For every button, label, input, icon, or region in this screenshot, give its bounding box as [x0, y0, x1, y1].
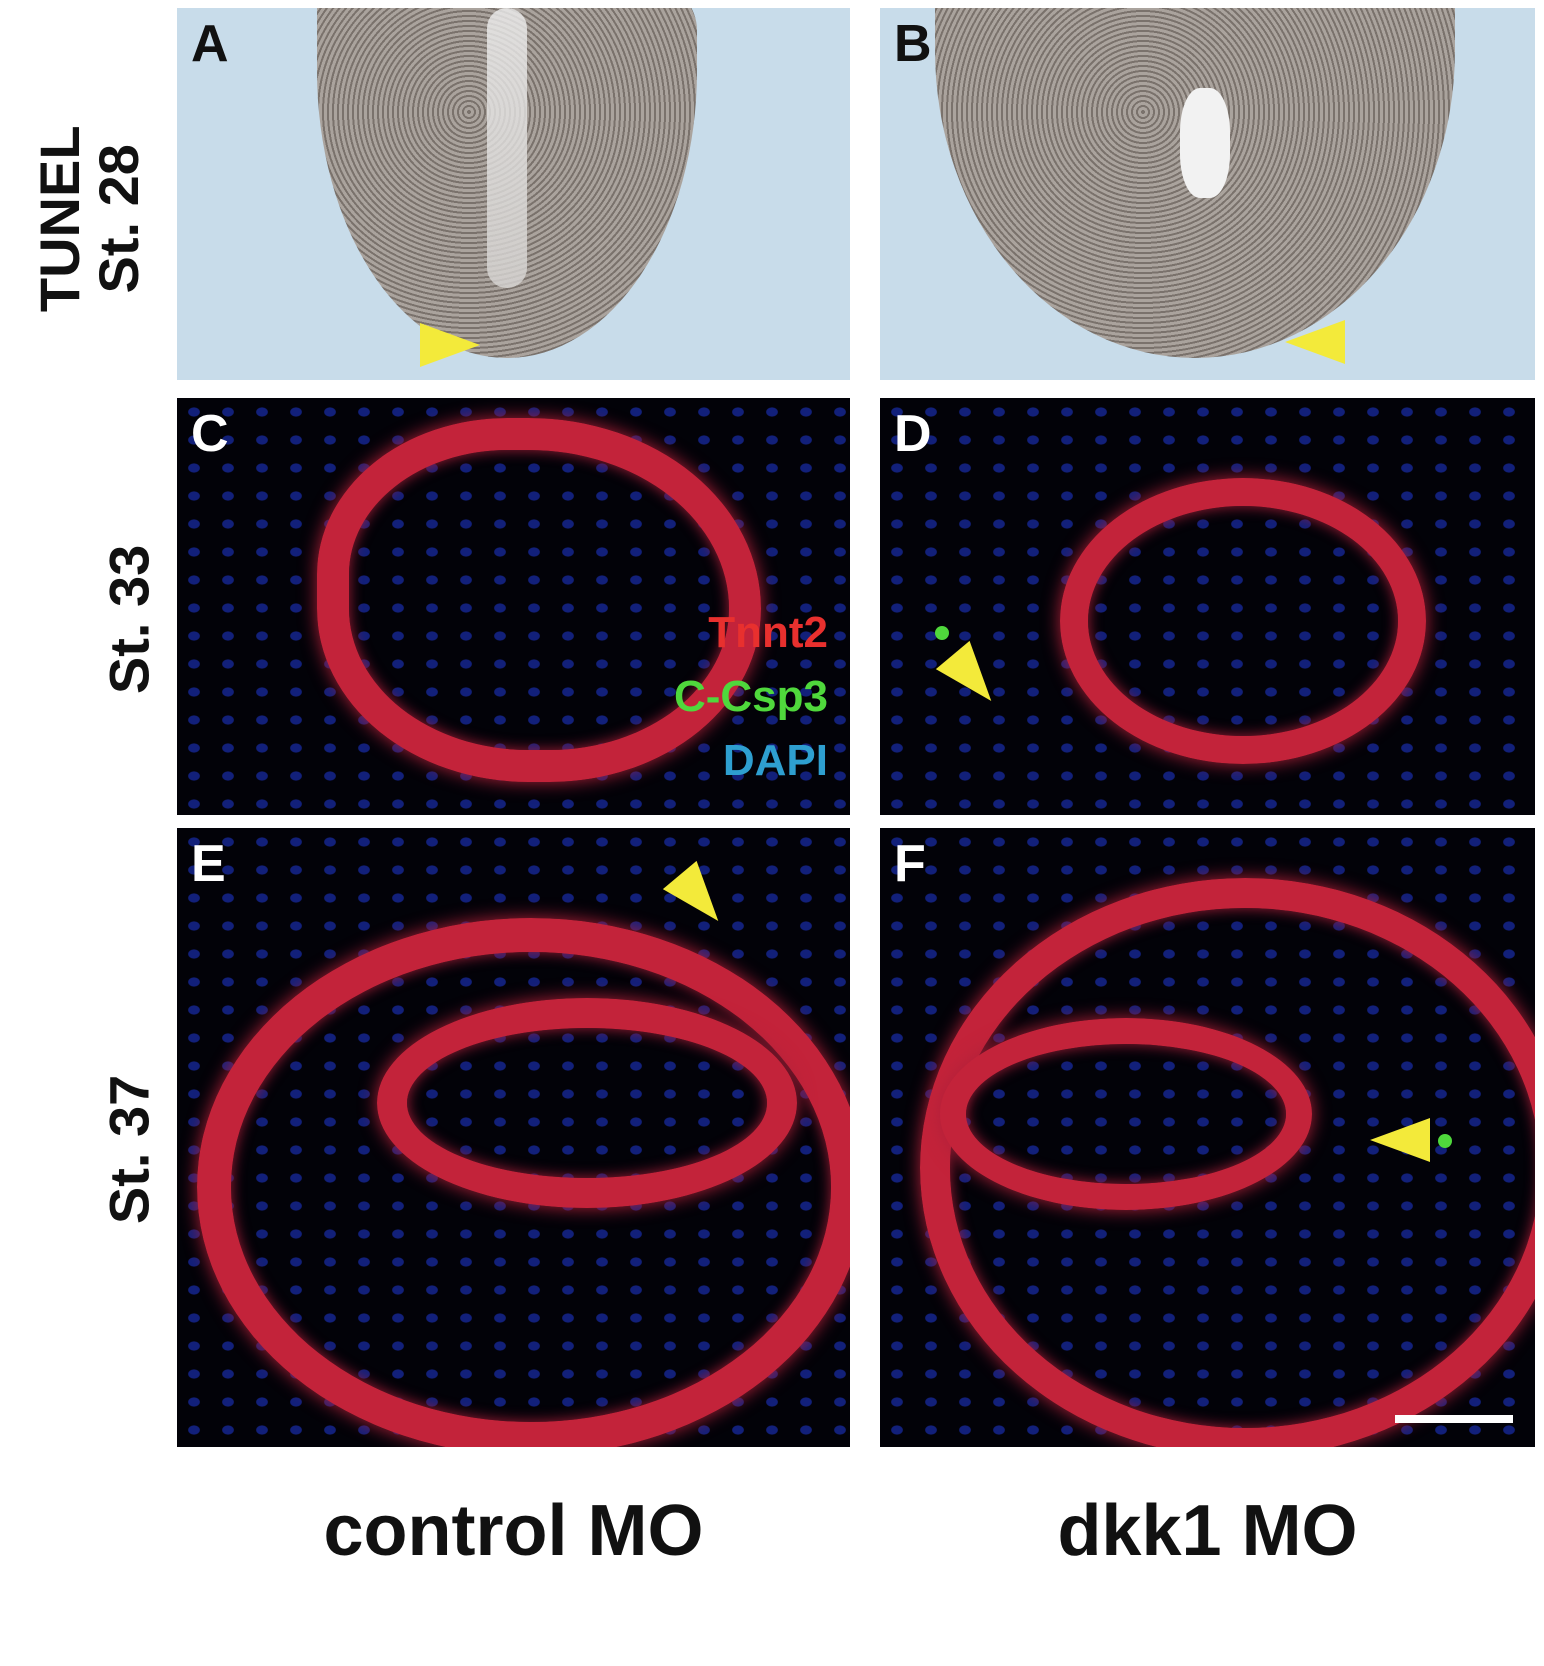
row-label-st37: St. 37	[97, 1074, 161, 1225]
panel-label: D	[894, 405, 932, 463]
row-label-line: TUNEL	[28, 125, 92, 313]
tnnt2-inner-tissue	[940, 1018, 1312, 1210]
legend-dapi: DAPI	[722, 736, 828, 785]
row-label-tunel-st28: TUNEL St. 28	[28, 109, 150, 329]
lumen	[1180, 88, 1230, 198]
panel-c: Tnnt2 C-Csp3 DAPI C	[177, 398, 850, 815]
panel-f: F	[880, 828, 1535, 1447]
apoptotic-cell	[1438, 1134, 1452, 1148]
row-label-st33: St. 33	[97, 544, 161, 695]
panel-d: D	[880, 398, 1535, 815]
lumen	[487, 8, 527, 288]
legend-c-csp3: C-Csp3	[673, 672, 828, 721]
legend: Tnnt2 C-Csp3 DAPI	[674, 608, 828, 786]
panel-label: F	[894, 835, 926, 893]
column-label-control-mo: control MO	[323, 1491, 704, 1571]
apoptotic-cell	[935, 626, 949, 640]
panel-label: E	[191, 835, 226, 893]
tnnt2-inner-tissue	[377, 998, 797, 1208]
arrowhead-icon	[420, 323, 480, 367]
panel-a: A	[177, 8, 850, 380]
panel-label: C	[191, 405, 229, 463]
scale-bar	[1395, 1415, 1513, 1423]
tnnt2-myocardium	[1060, 478, 1426, 764]
row-label-line: St. 28	[87, 144, 150, 294]
arrowhead-icon	[1285, 320, 1345, 364]
panel-label: A	[191, 15, 229, 73]
panel-label: B	[894, 15, 932, 73]
arrowhead-icon	[1370, 1118, 1430, 1162]
panel-e: E	[177, 828, 850, 1447]
panel-b: B	[880, 8, 1535, 380]
legend-tnnt2: Tnnt2	[708, 608, 828, 657]
column-label-dkk1-mo: dkk1 MO	[1057, 1491, 1358, 1571]
